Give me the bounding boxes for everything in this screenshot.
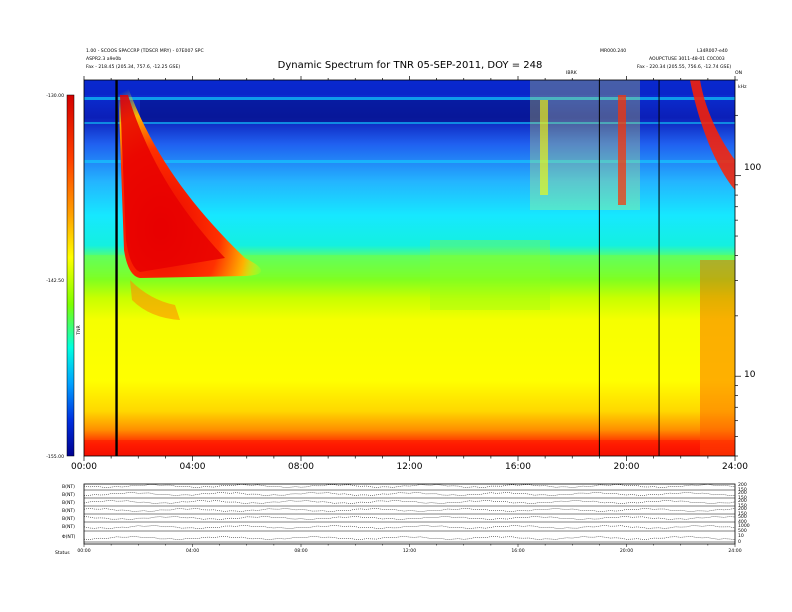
y-tick-label-10: 10: [744, 370, 756, 380]
type-iii-burst-core: [120, 95, 225, 272]
panel-right-6a: 1000: [738, 523, 750, 529]
bottom-x-tick-6: 20:00: [620, 548, 633, 554]
cyan-stripe-3: [84, 160, 735, 163]
end-disturbance: [700, 260, 735, 456]
colorbar-tick-bottom: -155.00: [46, 454, 64, 460]
bottom-x-tick-2: 04:00: [186, 548, 199, 554]
panel-label-1: B(NT): [62, 484, 75, 490]
bottom-red-band: [84, 440, 735, 456]
dark-band-top: [84, 80, 735, 95]
late-event-yellow: [540, 100, 548, 195]
x-tick-label-7: 24:00: [722, 462, 748, 472]
panel-label-3: B(NT): [62, 500, 75, 506]
event-label-ibrk: IBRK: [566, 70, 578, 76]
y-axis-ticks: [735, 79, 741, 457]
panel-trace-2: [83, 492, 736, 496]
y-unit-label: kHz: [738, 84, 747, 90]
panel-trace-6: [83, 525, 736, 529]
panel-right-5b: 400: [738, 519, 747, 525]
bottom-x-tick-5: 16:00: [511, 548, 524, 554]
late-event-red: [618, 95, 626, 205]
y-tick-label-100: 100: [744, 163, 761, 173]
x-tick-label-5: 16:00: [505, 462, 531, 472]
vertical-lines: [115, 80, 660, 456]
cyan-stripe-1: [84, 97, 735, 100]
panel-right-7b: 0: [738, 539, 741, 545]
status-label: Status: [55, 550, 70, 556]
bottom-x-tick-3: 08:00: [294, 548, 307, 554]
panel-right-3b: 150: [738, 503, 747, 509]
header-right-line-4: Fax - 220.34 (205.55, 756.6, -12.74 GSE): [637, 64, 731, 70]
event-label-on: ON: [735, 70, 742, 76]
panel-right-1a: 200: [738, 482, 747, 488]
panel-right-7a: 10: [738, 533, 744, 539]
colorbar-label: TNR: [76, 324, 82, 335]
colorbar: [66, 94, 75, 457]
bottom-x-tick-4: 12:00: [403, 548, 416, 554]
panel-right-2b: 150: [738, 495, 747, 501]
colorbar-tick-top: -130.00: [46, 93, 64, 99]
header-left-line-2: ASPR2.3 a9e0b: [86, 56, 121, 62]
panel-right-4b: 150: [738, 511, 747, 517]
green-variation-mid: [430, 240, 550, 310]
chart-title: Dynamic Spectrum for TNR 05-SEP-2011, DO…: [278, 60, 543, 71]
burst-fringe: [130, 280, 180, 320]
panel-label-4: B(NT): [62, 508, 75, 514]
x-tick-label-3: 08:00: [288, 462, 314, 472]
x-tick-label-4: 12:00: [397, 462, 423, 472]
header-right-line-1: MR000.240: [600, 48, 626, 54]
panel-label-7: Φ(NT): [62, 534, 76, 540]
late-burst: [690, 80, 735, 190]
panel-label-2: B(NT): [62, 492, 75, 498]
bottom-x-tick-1: 00:00: [77, 548, 90, 554]
panel-right-3a: 200: [738, 498, 747, 504]
panel-trace-1: [83, 484, 736, 488]
cyan-stripe-2: [84, 122, 735, 124]
x-tick-label-1: 00:00: [71, 462, 97, 472]
panel-trace-4: [83, 508, 736, 512]
panel-label-6: B(NT): [62, 524, 75, 530]
x-tick-label-2: 04:00: [180, 462, 206, 472]
lower-panels: [83, 484, 736, 543]
header-right-line-3: AOUPCTUSE 3011-48-01 C0C003: [649, 56, 725, 62]
header-left-line-1: 1.00 - SCOOS SPACCRP (TDSCR MRY) - 07E00…: [86, 48, 204, 54]
panel-right-4a: 200: [738, 506, 747, 512]
panel-right-1b: 150: [738, 487, 747, 493]
panel-trace-3: [83, 500, 736, 504]
panel-right-2a: 200: [738, 490, 747, 496]
panel-trace-5: [83, 516, 736, 520]
bottom-x-axis: [83, 544, 736, 547]
panel-right-6b: 500: [738, 528, 747, 534]
colorbar-tick-mid: -142.50: [46, 278, 64, 284]
header-right-line-2: L34R007-e40: [697, 48, 728, 54]
header-left-line-3: Fax - 218.45 (205.34, 757.6, -12.25 GSE): [86, 64, 180, 70]
spectrogram: [84, 80, 735, 456]
panel-right-5a: 500: [738, 514, 747, 520]
x-axis: [83, 76, 736, 461]
bottom-x-tick-7: 24:00: [728, 548, 741, 554]
x-tick-label-6: 20:00: [614, 462, 640, 472]
dark-band-deep: [140, 100, 540, 122]
panel-trace-7: [83, 536, 736, 540]
panel-label-5: B(NT): [62, 516, 75, 522]
